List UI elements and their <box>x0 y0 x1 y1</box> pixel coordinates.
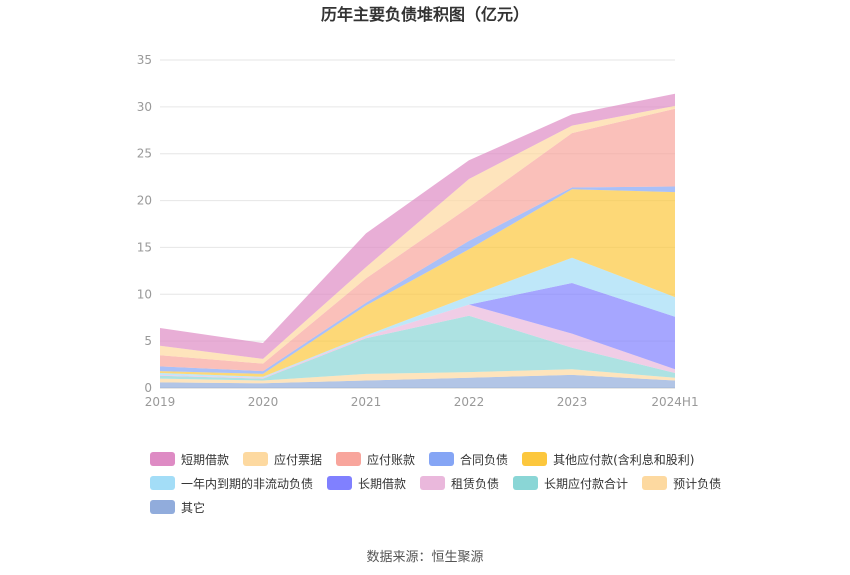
y-tick-label: 25 <box>137 147 152 161</box>
legend-swatch <box>150 452 175 466</box>
legend-item[interactable]: 预计负债 <box>642 474 721 492</box>
area-series-租赁负债 <box>160 304 675 379</box>
area-series-其它 <box>160 374 675 388</box>
legend-swatch <box>420 476 446 490</box>
x-tick-label: 2019 <box>145 395 176 409</box>
legend-item[interactable]: 短期借款 <box>150 450 229 468</box>
x-tick-label: 2021 <box>351 395 382 409</box>
legend-item[interactable]: 一年内到期的非流动负债 <box>150 474 313 492</box>
y-axis-ticks: 0 5 10 15 20 25 30 35 <box>137 53 152 395</box>
legend-item[interactable]: 应付票据 <box>243 450 322 468</box>
area-series-应付票据 <box>160 105 675 364</box>
y-tick-label: 35 <box>137 53 152 67</box>
area-series-其他应付款(含利息和股利) <box>160 189 675 377</box>
legend-label: 其它 <box>181 500 206 515</box>
area-series-长期应付款合计 <box>160 315 675 381</box>
area-series-一年内到期的非流动负债 <box>160 257 675 378</box>
stacked-area-chart: 历年主要负债堆积图（亿元） 0 5 10 15 20 25 30 35 2019 2020 202… <box>137 5 699 409</box>
y-tick-label: 5 <box>144 334 152 348</box>
legend-label: 其他应付款(含利息和股利) <box>553 452 695 467</box>
area-series-预计负债 <box>160 369 675 384</box>
legend-label: 应付账款 <box>367 452 416 467</box>
legend-item[interactable]: 合同负债 <box>429 450 508 468</box>
legend-swatch <box>336 452 362 466</box>
chart-title: 历年主要负债堆积图（亿元） <box>321 5 529 24</box>
legend-label: 应付票据 <box>274 452 323 467</box>
y-tick-label: 10 <box>137 287 152 301</box>
legend-swatch <box>522 452 548 466</box>
area-series-应付账款 <box>160 108 675 372</box>
x-axis-ticks: 2019 2020 2021 2022 2023 2024H1 <box>145 395 699 409</box>
legend-swatch <box>327 476 353 490</box>
legend-item[interactable]: 租赁负债 <box>420 474 499 492</box>
legend-item[interactable]: 其他应付款(含利息和股利) <box>522 450 694 468</box>
data-source: 数据来源：恒生聚源 <box>366 550 484 565</box>
legend-label: 长期借款 <box>358 476 407 491</box>
legend-swatch <box>150 476 175 490</box>
legend-swatch <box>642 476 668 490</box>
x-tick-label: 2022 <box>454 395 485 409</box>
x-tick-label: 2020 <box>248 395 279 409</box>
legend-swatch <box>150 500 175 514</box>
legend-item[interactable]: 应付账款 <box>336 450 415 468</box>
legend-item[interactable]: 长期应付款合计 <box>513 474 628 492</box>
x-tick-label: 2023 <box>557 395 588 409</box>
y-tick-label: 15 <box>137 240 152 254</box>
legend-label: 预计负债 <box>673 476 722 491</box>
x-tick-label: 2024H1 <box>651 395 698 409</box>
y-tick-label: 0 <box>144 381 152 395</box>
y-tick-label: 30 <box>137 100 152 114</box>
legend-swatch <box>429 452 455 466</box>
legend-item[interactable]: 长期借款 <box>327 474 406 492</box>
area-series <box>160 93 675 388</box>
legend-label: 合同负债 <box>460 452 509 467</box>
legend-label: 一年内到期的非流动负债 <box>181 476 314 491</box>
legend-label: 长期应付款合计 <box>544 476 629 491</box>
area-series-长期借款 <box>160 283 675 378</box>
legend-swatch <box>243 452 269 466</box>
legend: 短期借款 应付票据 应付账款 合同负债 其他应付款(含利息和股利) 一年内到期的非流动负债… <box>150 450 770 516</box>
legend-item[interactable]: 其它 <box>150 498 205 516</box>
legend-label: 短期借款 <box>181 452 230 467</box>
legend-label: 租赁负债 <box>451 476 500 491</box>
legend-swatch <box>513 476 539 490</box>
y-tick-label: 20 <box>137 194 152 208</box>
